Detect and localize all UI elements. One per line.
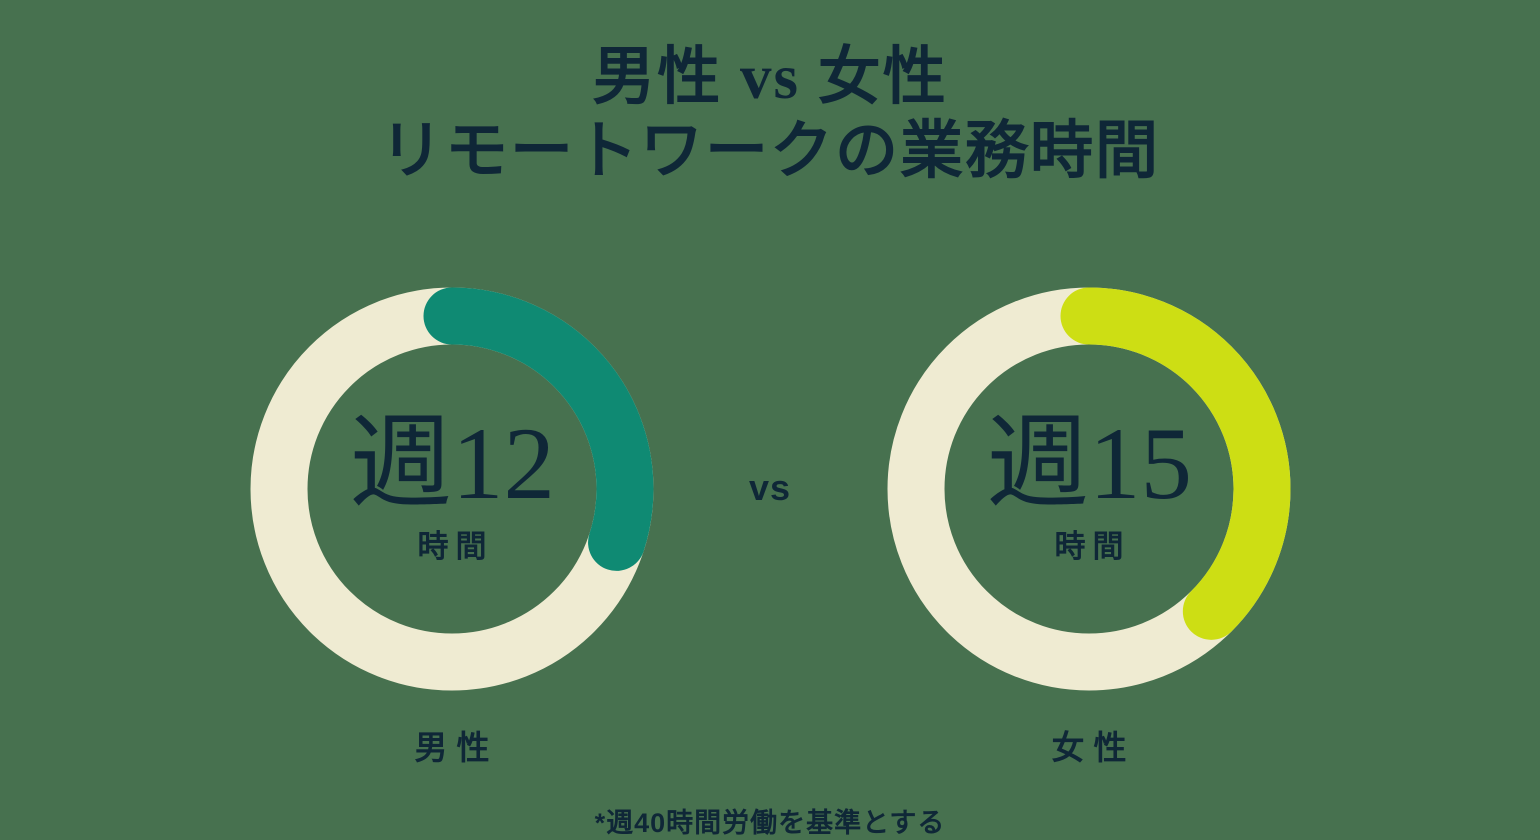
- male-label: 男性: [414, 729, 499, 766]
- male-donut-chart: [250, 287, 654, 691]
- male-hours-unit: 時間: [417, 528, 494, 564]
- footnote: *週40時間労働を基準とする: [594, 808, 946, 838]
- male-week-prefix: 週: [349, 406, 452, 521]
- female-donut-value-block: 週15 時間: [887, 287, 1291, 691]
- male-donut-group: 週12 時間 男性: [250, 287, 654, 769]
- title-line-1: 男性 vs 女性: [592, 42, 948, 112]
- male-donut: 週12 時間: [250, 287, 654, 691]
- female-donut: 週15 時間: [887, 287, 1291, 691]
- female-donut-arc: [887, 287, 1291, 691]
- male-hours-value: 週12: [349, 412, 555, 516]
- male-hours-number: 12: [452, 406, 555, 521]
- vs-divider: vs: [748, 467, 792, 508]
- male-donut-arc: [250, 287, 654, 691]
- female-week-prefix: 週: [986, 406, 1089, 521]
- page-title: 男性 vs 女性 リモートワークの業務時間: [0, 40, 1540, 188]
- female-donut-chart: [887, 287, 1291, 691]
- male-donut-value-block: 週12 時間: [250, 287, 654, 691]
- female-label: 女性: [1051, 729, 1136, 766]
- female-donut-group: 週15 時間 女性: [887, 287, 1291, 769]
- female-hours-value: 週15: [986, 412, 1192, 516]
- female-hours-number: 15: [1089, 406, 1192, 521]
- female-hours-unit: 時間: [1054, 528, 1131, 564]
- title-line-2: リモートワークの業務時間: [380, 116, 1160, 186]
